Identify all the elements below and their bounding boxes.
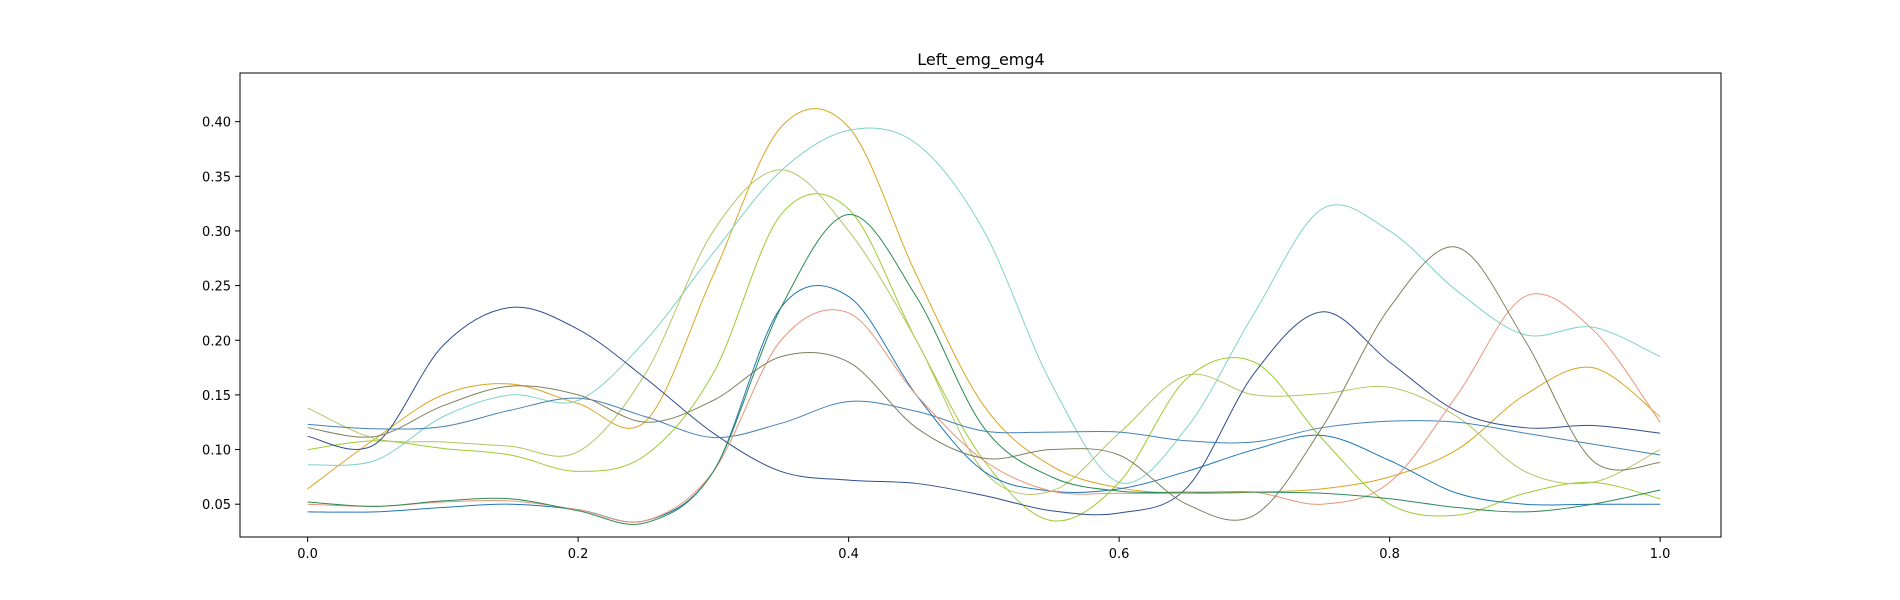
x-axis: 0.0 0.2 0.4 0.6 0.8 1.0 <box>297 537 1670 562</box>
y-axis: 0.05 0.10 0.15 0.20 0.25 0.30 0.35 0.40 <box>202 116 240 513</box>
series-line-2 <box>307 127 1661 484</box>
x-tick-label: 0.4 <box>838 547 859 562</box>
y-tick-label: 0.05 <box>202 498 231 513</box>
series-group <box>307 108 1661 525</box>
x-tick-label: 1.0 <box>1650 547 1671 562</box>
chart-title: Left_emg_emg4 <box>917 50 1044 70</box>
y-tick-label: 0.15 <box>202 389 231 404</box>
y-tick-label: 0.30 <box>202 225 231 240</box>
series-line-5 <box>307 285 1661 523</box>
series-line-9 <box>307 246 1661 521</box>
y-tick-label: 0.40 <box>202 116 231 131</box>
x-tick-label: 0.2 <box>568 547 589 562</box>
x-tick-label: 0.0 <box>297 547 318 562</box>
y-tick-label: 0.10 <box>202 444 231 459</box>
y-tick-label: 0.20 <box>202 334 231 349</box>
y-tick-label: 0.35 <box>202 170 231 185</box>
x-tick-label: 0.8 <box>1379 547 1400 562</box>
plot-frame <box>239 72 1722 538</box>
y-tick-label: 0.25 <box>202 280 231 295</box>
series-line-4 <box>307 169 1661 495</box>
series-line-10 <box>307 214 1661 525</box>
x-tick-label: 0.6 <box>1109 547 1130 562</box>
series-line-3 <box>307 193 1661 522</box>
series-line-7 <box>307 397 1661 456</box>
series-line-1 <box>307 108 1661 495</box>
series-line-6 <box>307 306 1661 516</box>
